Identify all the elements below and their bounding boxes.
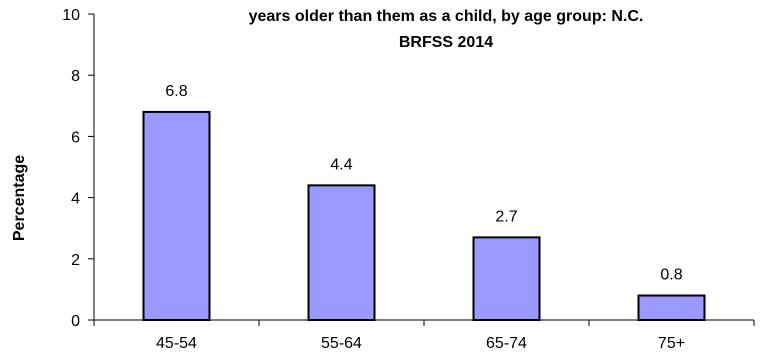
category-label-55-64: 55-64 (321, 335, 362, 352)
y-tick-label-0: 0 (71, 313, 80, 330)
data-label-75+: 0.8 (660, 267, 682, 284)
y-tick-label-3: 6 (71, 129, 80, 146)
bar-55-64 (307, 184, 376, 321)
category-label-65-74: 65-74 (486, 335, 527, 352)
category-label-75+: 75+ (658, 335, 685, 352)
bar-75+ (637, 294, 706, 321)
y-tick-label-2: 4 (71, 191, 80, 208)
y-tick-label-5: 10 (62, 7, 80, 24)
y-tick-label-4: 8 (71, 68, 80, 85)
chart-title-line-1: years older than them as a child, by age… (249, 8, 644, 25)
bar-45-54 (142, 110, 211, 321)
data-label-55-64: 4.4 (330, 156, 352, 173)
y-tick-label-1: 2 (71, 252, 80, 269)
data-label-65-74: 2.7 (495, 208, 517, 225)
chart-title-line-2: BRFSS 2014 (399, 34, 493, 51)
y-axis-label: Percentage (11, 155, 28, 241)
data-label-45-54: 6.8 (165, 83, 187, 100)
bar-65-74 (472, 236, 541, 322)
category-label-45-54: 45-54 (156, 335, 197, 352)
plot-area: 0 2 4 6 8 10 6.8 45-54 4.4 55-64 2.7 65-74 0.8 75+ (62, 7, 755, 352)
